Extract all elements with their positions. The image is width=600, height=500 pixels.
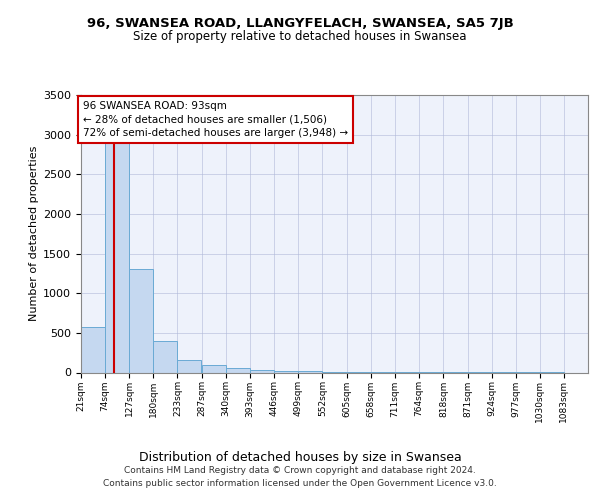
Text: Distribution of detached houses by size in Swansea: Distribution of detached houses by size … bbox=[139, 451, 461, 464]
Text: 96 SWANSEA ROAD: 93sqm
← 28% of detached houses are smaller (1,506)
72% of semi-: 96 SWANSEA ROAD: 93sqm ← 28% of detached… bbox=[83, 102, 348, 138]
Bar bbox=[226, 368, 250, 372]
Text: Size of property relative to detached houses in Swansea: Size of property relative to detached ho… bbox=[133, 30, 467, 43]
Y-axis label: Number of detached properties: Number of detached properties bbox=[29, 146, 39, 322]
Bar bbox=[274, 371, 298, 372]
Text: Contains HM Land Registry data © Crown copyright and database right 2024.
Contai: Contains HM Land Registry data © Crown c… bbox=[103, 466, 497, 487]
Bar bbox=[250, 370, 274, 372]
Bar bbox=[178, 360, 202, 372]
Bar bbox=[153, 341, 178, 372]
Bar bbox=[129, 269, 153, 372]
Bar bbox=[81, 326, 105, 372]
Bar bbox=[202, 366, 226, 372]
Bar bbox=[105, 144, 129, 372]
Text: 96, SWANSEA ROAD, LLANGYFELACH, SWANSEA, SA5 7JB: 96, SWANSEA ROAD, LLANGYFELACH, SWANSEA,… bbox=[86, 18, 514, 30]
